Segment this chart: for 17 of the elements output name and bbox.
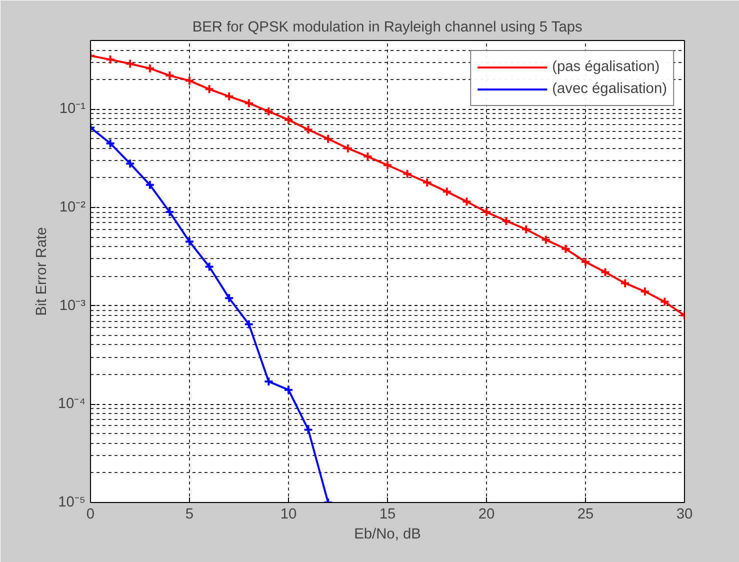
x-tick-label: 25 [577,506,594,522]
legend-label: (pas égalisation) [552,59,660,75]
x-tick-label: 10 [280,506,297,522]
y-tick-label: 10⁻³ [59,298,86,314]
y-axis-title: Bit Error Rate [34,227,50,316]
legend-label: (avec égalisation) [552,81,667,97]
y-tick-label: 10⁻² [59,200,86,216]
y-tick-label: 10⁻⁵ [58,494,86,510]
x-tick-label: 30 [676,506,693,522]
y-tick-label: 10⁻⁴ [58,396,86,412]
chart-title: BER for QPSK modulation in Rayleigh channel using 5 Taps [192,20,582,36]
x-axis-title: Eb/No, dB [354,526,421,542]
x-tick-label: 15 [379,506,396,522]
x-tick-label: 20 [478,506,495,522]
y-tick-label: 10⁻¹ [59,101,86,118]
x-tick-label: 5 [185,506,194,522]
x-tick-label: 0 [86,506,95,522]
